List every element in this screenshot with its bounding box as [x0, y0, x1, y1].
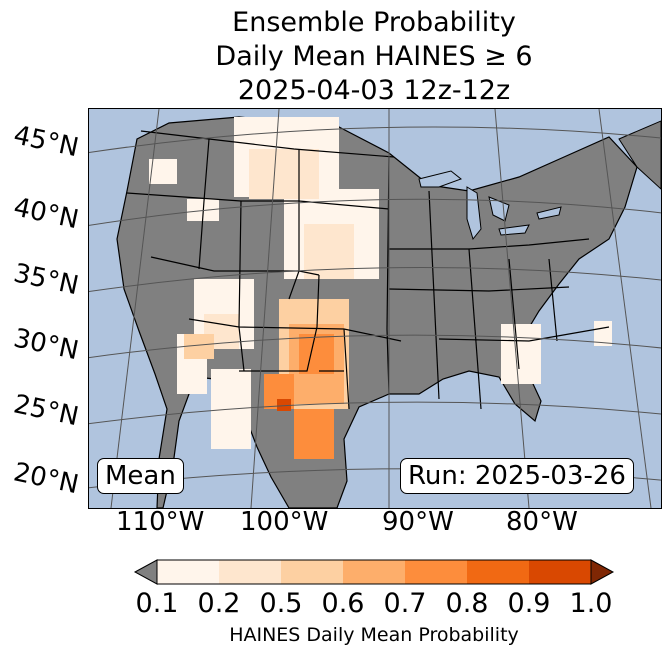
- colorbar-tick-0-7: 0.7: [383, 588, 427, 619]
- lat-label-40: 40°N: [10, 192, 82, 236]
- colorbar-bin-4: [343, 560, 405, 584]
- colorbar-over-arrow: [590, 559, 615, 585]
- title-line-1: Ensemble Probability: [232, 7, 516, 38]
- lat-label-25: 25°N: [10, 389, 82, 433]
- colorbar-bin-6: [467, 560, 529, 584]
- map-svg: [89, 109, 661, 508]
- colorbar-bin-7: [529, 560, 591, 584]
- run-date-box: Run: 2025-03-26: [400, 458, 634, 494]
- colorbar-tick-1-0: 1.0: [569, 588, 613, 619]
- colorbar-tick-0-6: 0.6: [321, 588, 365, 619]
- colorbar-bin-5: [405, 560, 467, 584]
- title-line-2: Daily Mean HAINES ≥ 6: [215, 41, 533, 72]
- lat-label-45: 45°N: [10, 120, 82, 164]
- lon-label-100: 100°W: [240, 507, 329, 537]
- colorbar-bin-3: [281, 560, 343, 584]
- colorbar-tick-0-8: 0.8: [445, 588, 489, 619]
- prob-layer-0-7: [264, 334, 334, 459]
- colorbar-tick-0-9: 0.9: [507, 588, 551, 619]
- map-panel: [88, 108, 662, 509]
- land-east: [618, 120, 661, 190]
- lon-label-80: 80°W: [506, 507, 578, 537]
- lon-label-90: 90°W: [382, 507, 454, 537]
- lat-label-20: 20°N: [10, 457, 82, 501]
- colorbar: [133, 559, 615, 585]
- colorbar-tick-0-1: 0.1: [135, 588, 179, 619]
- prob-layer-0-2: [204, 149, 354, 349]
- colorbar-under-arrow: [133, 559, 158, 585]
- colorbar-bin-2: [219, 560, 281, 584]
- colorbar-tick-0-2: 0.2: [197, 588, 241, 619]
- prob-layer-0-9: [277, 399, 291, 411]
- lat-label-35: 35°N: [10, 258, 82, 302]
- lon-label-110: 110°W: [116, 507, 205, 537]
- mean-label-box: Mean: [97, 458, 184, 494]
- title-line-3: 2025-04-03 12z-12z: [237, 75, 511, 106]
- lat-label-30: 30°N: [10, 323, 82, 367]
- colorbar-title: HAINES Daily Mean Probability: [229, 624, 519, 646]
- colorbar-bin-1: [157, 560, 219, 584]
- colorbar-tick-0-5: 0.5: [259, 588, 303, 619]
- colorbar-outline: [156, 559, 592, 585]
- state-borders: [126, 130, 610, 410]
